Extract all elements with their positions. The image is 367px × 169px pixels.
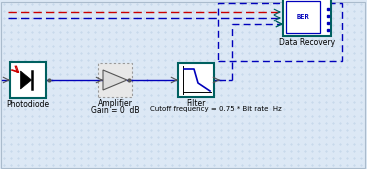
FancyBboxPatch shape	[10, 62, 46, 98]
Polygon shape	[103, 70, 127, 90]
Text: BER: BER	[297, 14, 309, 20]
Text: Amplifier: Amplifier	[98, 99, 132, 108]
Text: Filter: Filter	[186, 99, 206, 108]
Text: Photodiode: Photodiode	[7, 100, 50, 109]
FancyBboxPatch shape	[283, 0, 331, 36]
Text: Gain = 0  dB: Gain = 0 dB	[91, 106, 139, 115]
Text: Cutoff frequency = 0.75 * Bit rate  Hz: Cutoff frequency = 0.75 * Bit rate Hz	[150, 106, 282, 112]
FancyBboxPatch shape	[98, 63, 132, 97]
Text: Data Recovery: Data Recovery	[279, 38, 335, 47]
FancyBboxPatch shape	[178, 63, 214, 97]
FancyBboxPatch shape	[286, 1, 320, 33]
Polygon shape	[21, 71, 32, 89]
